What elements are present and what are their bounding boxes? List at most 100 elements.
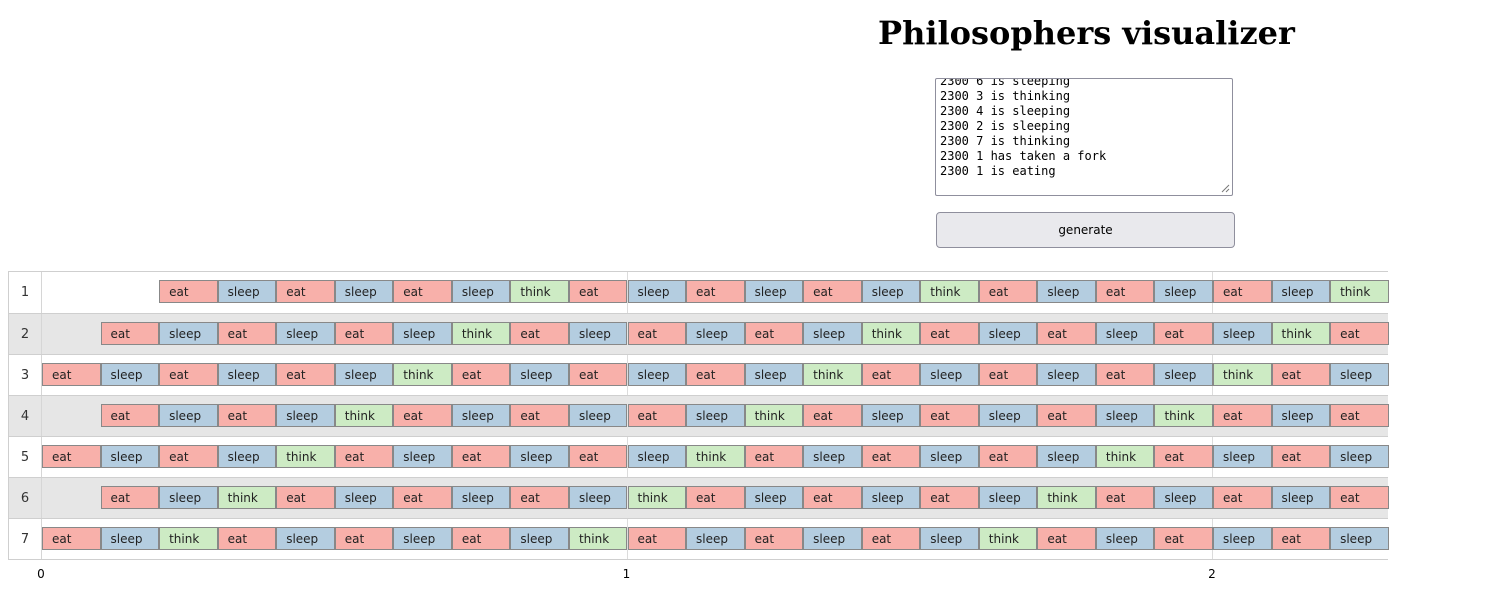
state-eat: eat [393,486,452,509]
philosopher-id: 4 [9,396,42,436]
state-eat: eat [276,363,335,386]
log-line: 2300 1 is eating [940,164,1056,178]
state-sleep: sleep [1330,527,1389,550]
state-eat: eat [334,322,394,345]
state-eat: eat [1154,445,1213,468]
state-sleep: sleep [978,404,1038,427]
philosopher-id: 5 [9,437,42,477]
state-think: think [1330,280,1389,303]
state-eat: eat [159,280,218,303]
log-textarea[interactable]: 2300 6 is sleeping 2300 3 is thinking 2300… [935,78,1233,196]
state-eat: eat [100,486,160,509]
state-sleep: sleep [1154,280,1213,303]
state-eat: eat [803,404,862,427]
state-eat: eat [920,322,979,345]
state-sleep: sleep [803,527,862,550]
state-eat: eat [627,404,687,427]
philosopher-id: 2 [9,314,42,354]
state-eat: eat [1154,527,1213,550]
state-sleep: sleep [803,322,862,345]
state-sleep: sleep [1213,322,1272,345]
generate-button[interactable]: generate [936,212,1235,248]
state-sleep: sleep [510,445,569,468]
state-sleep: sleep [1095,404,1155,427]
state-think: think [159,527,218,550]
state-sleep: sleep [334,280,394,303]
state-sleep: sleep [686,322,745,345]
state-sleep: sleep [1154,486,1213,509]
state-sleep: sleep [803,445,862,468]
state-eat: eat [744,322,804,345]
state-sleep: sleep [686,527,745,550]
state-eat: eat [334,527,394,550]
philosopher-id: 3 [9,355,42,395]
state-eat: eat [276,486,335,509]
state-eat: eat [1330,404,1389,427]
state-eat: eat [568,445,628,468]
state-eat: eat [510,486,569,509]
state-sleep: sleep [159,322,218,345]
state-sleep: sleep [1330,445,1389,468]
state-sleep: sleep [1213,527,1272,550]
state-eat: eat [568,280,628,303]
state-eat: eat [451,445,511,468]
state-eat: eat [920,404,979,427]
state-sleep: sleep [217,445,277,468]
state-think: think [861,322,921,345]
state-eat: eat [1330,322,1389,345]
state-sleep: sleep [861,404,921,427]
philosopher-id: 1 [9,272,42,313]
state-sleep: sleep [1154,363,1213,386]
state-sleep: sleep [159,404,218,427]
state-think: think [451,322,511,345]
log-line: 2300 1 has taken a fork [940,149,1107,163]
state-sleep: sleep [393,527,452,550]
philosopher-row: 2 eat sleep eat sleep eat sleep think eat sleep ea… [8,313,1389,354]
state-sleep: sleep [276,527,335,550]
philosopher-row: 6 eat sleep think eat sleep eat sleep eat sleep th… [8,477,1389,518]
state-think: think [686,445,745,468]
state-sleep: sleep [686,404,745,427]
state-eat: eat [1271,527,1331,550]
state-eat: eat [627,527,687,550]
resize-grip-icon[interactable] [1221,184,1230,193]
state-eat: eat [217,527,277,550]
state-eat: eat [1271,363,1331,386]
state-sleep: sleep [276,404,335,427]
state-sleep: sleep [861,486,921,509]
state-sleep: sleep [1271,404,1331,427]
state-eat: eat [861,445,921,468]
state-sleep: sleep [100,445,160,468]
state-eat: eat [1154,322,1213,345]
state-sleep: sleep [1037,445,1096,468]
state-eat: eat [627,322,687,345]
state-sleep: sleep [451,486,511,509]
state-eat: eat [1271,445,1331,468]
state-think: think [920,280,979,303]
state-eat: eat [978,280,1038,303]
state-eat: eat [1213,486,1272,509]
state-sleep: sleep [451,280,511,303]
state-eat: eat [686,363,745,386]
state-sleep: sleep [920,445,979,468]
state-eat: eat [1095,280,1155,303]
state-sleep: sleep [217,280,277,303]
state-eat: eat [861,363,921,386]
state-sleep: sleep [920,363,979,386]
state-think: think [1037,486,1096,509]
philosopher-row: 5 eat sleep eat sleep think eat sleep eat sleep ea… [8,436,1389,477]
state-eat: eat [1213,404,1272,427]
state-eat: eat [803,280,862,303]
state-eat: eat [1095,363,1155,386]
state-sleep: sleep [217,363,277,386]
state-eat: eat [686,280,745,303]
state-sleep: sleep [920,527,979,550]
state-sleep: sleep [627,445,687,468]
state-sleep: sleep [393,322,452,345]
state-sleep: sleep [978,322,1038,345]
state-eat: eat [1037,322,1096,345]
state-think: think [217,486,277,509]
state-sleep: sleep [1095,527,1155,550]
state-eat: eat [978,363,1038,386]
state-eat: eat [510,322,569,345]
